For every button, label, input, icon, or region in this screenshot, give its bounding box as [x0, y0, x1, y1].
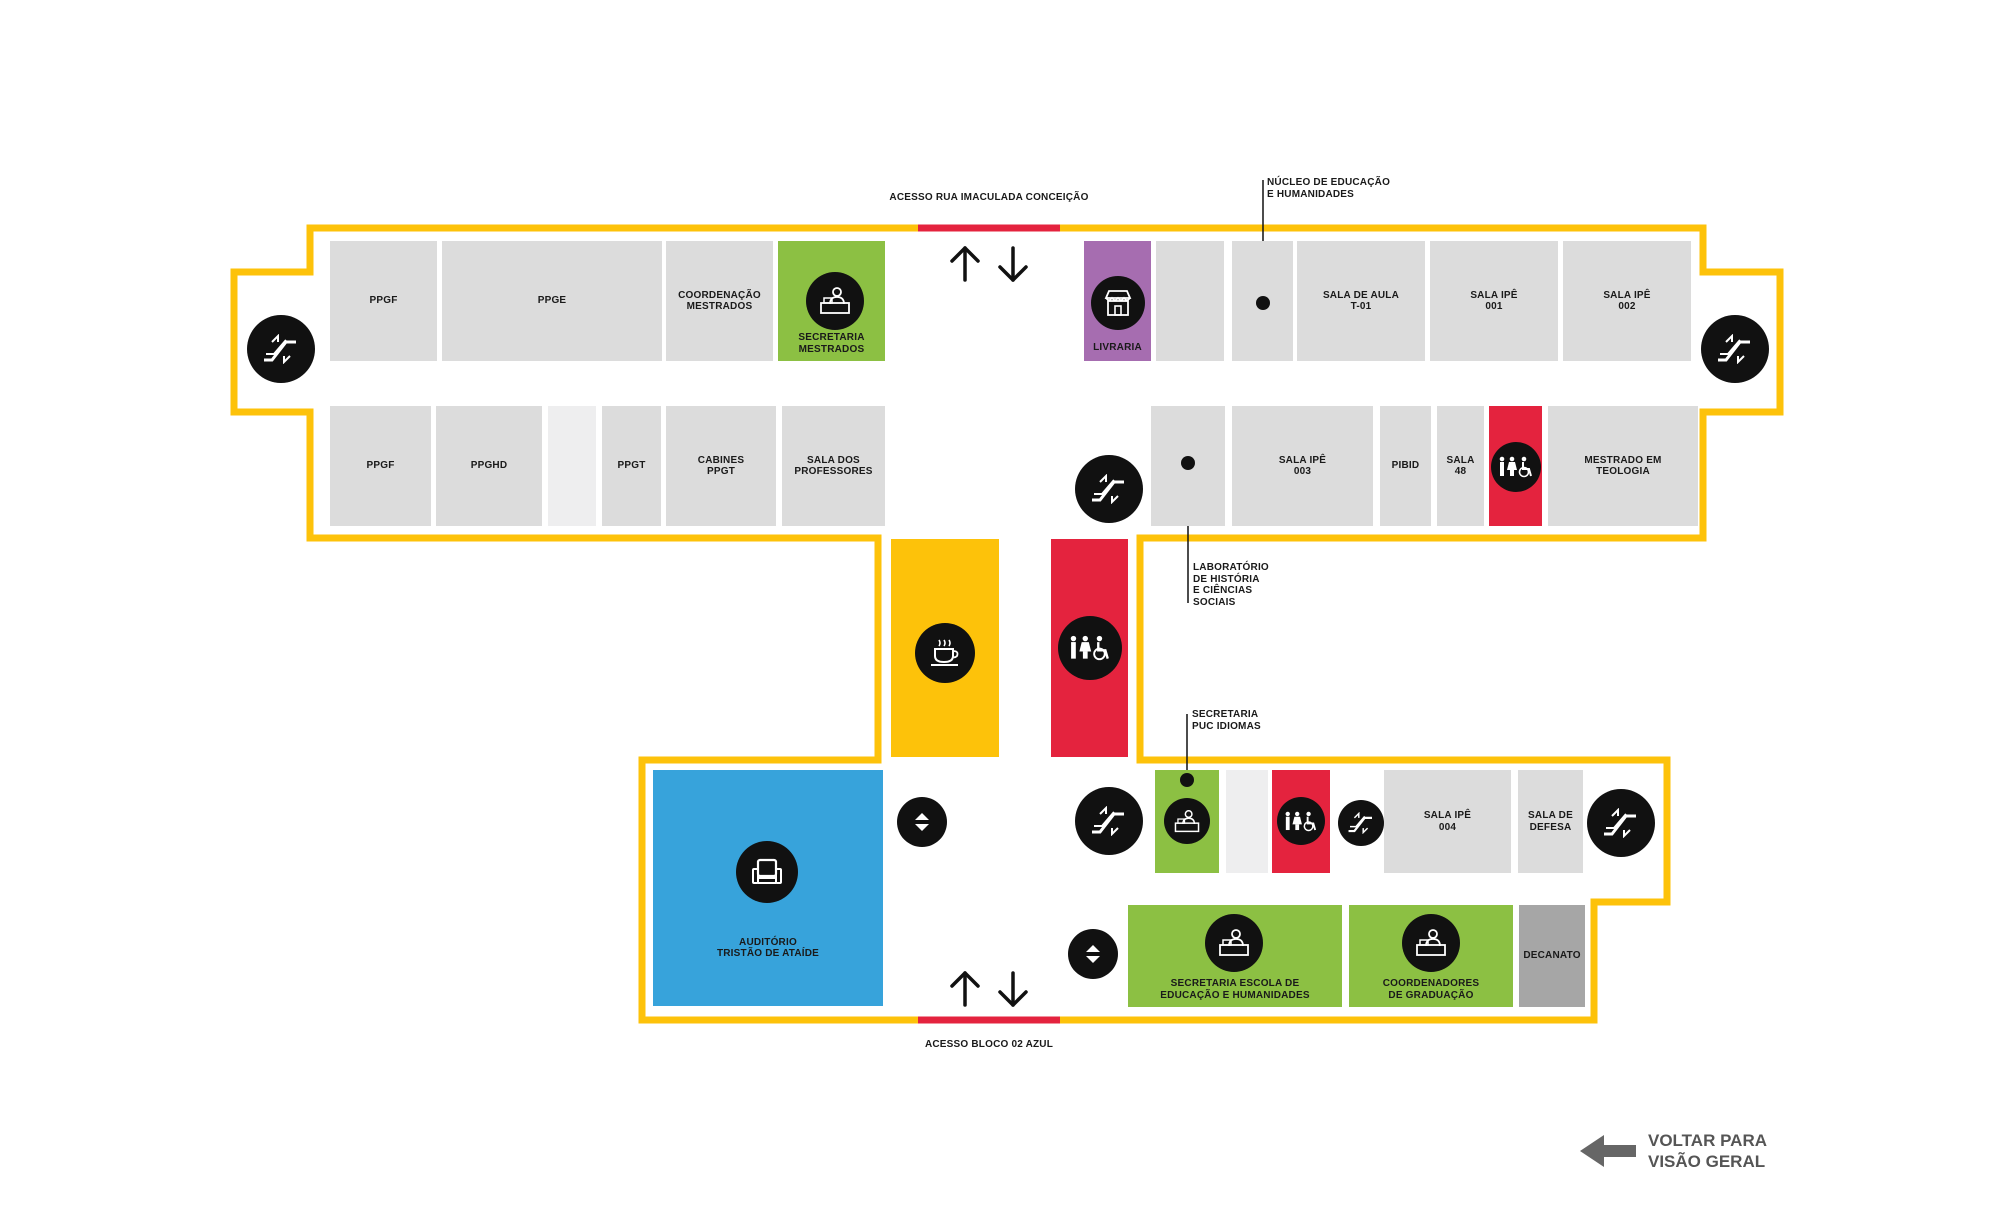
escalator-icon[interactable] — [1587, 789, 1655, 857]
secretaria-puc-marker — [1180, 773, 1194, 787]
escalator-icon[interactable] — [247, 315, 315, 383]
room-ppge[interactable]: PPGE — [442, 241, 662, 361]
back-button-label: VOLTAR PARA VISÃO GERAL — [1648, 1131, 1767, 1171]
room-sala-ipe-002[interactable]: SALA IPÊ 002 — [1563, 241, 1691, 361]
back-arrow-icon — [1580, 1135, 1636, 1167]
nucleo-marker — [1256, 296, 1270, 310]
room-cabines-ppgt[interactable]: CABINES PPGT — [666, 406, 776, 526]
escalator-icon[interactable] — [1075, 787, 1143, 855]
reception-desk-icon[interactable] — [1205, 914, 1263, 972]
room-mestrado-teologia[interactable]: MESTRADO EM TEOLOGIA — [1548, 406, 1698, 526]
room-blank-1[interactable] — [1156, 241, 1224, 361]
up-down-arrows-icon — [950, 246, 1028, 282]
room-ppgf-bottom[interactable]: PPGF — [330, 406, 431, 526]
up-down-arrows-icon — [950, 971, 1028, 1007]
reception-desk-icon[interactable] — [1402, 914, 1460, 972]
room-ppghd[interactable]: PPGHD — [436, 406, 542, 526]
reception-desk-icon[interactable] — [1164, 798, 1210, 844]
nucleo-label: NÚCLEO DE EDUCAÇÃO E HUMANIDADES — [1267, 177, 1391, 200]
restroom-icon[interactable] — [1491, 442, 1541, 492]
escalator-icon[interactable] — [1338, 800, 1384, 846]
room-blank-2[interactable] — [548, 406, 596, 526]
access-bottom-label: ACESSO BLOCO 02 AZUL — [924, 1039, 1054, 1050]
upper-wing-outline — [230, 224, 1784, 1024]
elevator-icon[interactable] — [897, 797, 947, 847]
room-sala-aula-t01[interactable]: SALA DE AULA T-01 — [1297, 241, 1425, 361]
reception-desk-icon[interactable] — [806, 272, 864, 330]
restroom-icon[interactable] — [1277, 797, 1325, 845]
room-coordenacao-mestrados[interactable]: COORDENAÇÃO MESTRADOS — [666, 241, 773, 361]
laboratorio-label: LABORATÓRIO DE HISTÓRIA E CIÊNCIAS SOCIA… — [1193, 562, 1269, 608]
room-ppgf-top[interactable]: PPGF — [330, 241, 437, 361]
coffee-icon[interactable] — [915, 623, 975, 683]
auditorium-seat-icon[interactable] — [736, 841, 798, 903]
room-sala-ipe-003[interactable]: SALA IPÊ 003 — [1232, 406, 1373, 526]
escalator-icon[interactable] — [1075, 455, 1143, 523]
access-top-label: ACESSO RUA IMACULADA CONCEIÇÃO — [889, 192, 1089, 203]
room-pibid[interactable]: PIBID — [1380, 406, 1431, 526]
escalator-icon[interactable] — [1701, 315, 1769, 383]
restroom-icon[interactable] — [1058, 616, 1122, 680]
room-sala-ipe-004[interactable]: SALA IPÊ 004 — [1384, 770, 1511, 873]
room-blank-3[interactable] — [1226, 770, 1268, 873]
laboratorio-marker — [1181, 456, 1195, 470]
secretaria-puc-label: SECRETARIA PUC IDIOMAS — [1192, 709, 1261, 732]
store-icon[interactable] — [1091, 276, 1145, 330]
room-sala-professores[interactable]: SALA DOS PROFESSORES — [782, 406, 885, 526]
room-sala-defesa[interactable]: SALA DE DEFESA — [1518, 770, 1583, 873]
room-sala-ipe-001[interactable]: SALA IPÊ 001 — [1430, 241, 1558, 361]
room-ppgt[interactable]: PPGT — [602, 406, 661, 526]
room-sala-48[interactable]: SALA 48 — [1437, 406, 1484, 526]
back-to-overview-button[interactable]: VOLTAR PARA VISÃO GERAL — [1580, 1128, 1780, 1174]
elevator-icon[interactable] — [1068, 929, 1118, 979]
room-decanato[interactable]: DECANATO — [1519, 905, 1585, 1007]
